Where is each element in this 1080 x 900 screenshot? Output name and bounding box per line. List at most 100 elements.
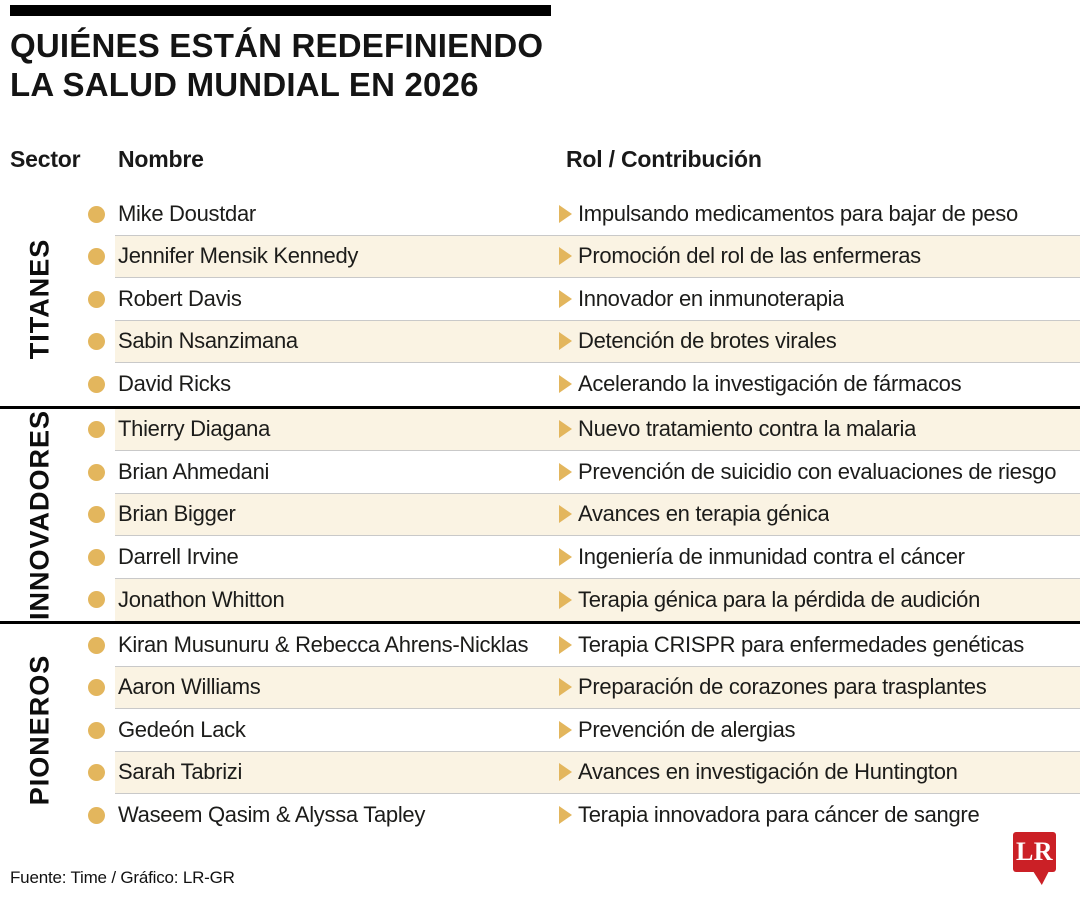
- page-title-line1: QUIÉNES ESTÁN REDEFINIENDO: [10, 27, 544, 64]
- bullet-icon: [88, 591, 105, 609]
- sector-label-pioneros: PIONEROS: [24, 654, 55, 806]
- person-name: Kiran Musunuru & Rebecca Ahrens-Nicklas: [118, 631, 529, 657]
- role-cell: Ingeniería de inmunidad contra el cáncer: [559, 544, 1080, 570]
- role-cell: Avances en terapia génica: [559, 501, 1080, 527]
- bullet-icon: [88, 205, 105, 223]
- section-pioneros: PIONEROS Kiran Musunuru & Rebecca Ahrens…: [0, 621, 1080, 837]
- role-cell: Acelerando la investigación de fármacos: [559, 371, 1080, 397]
- person-name: Darrell Irvine: [118, 543, 239, 569]
- row-band: Thierry Diagana Nuevo tratamiento contra…: [115, 408, 1080, 451]
- person-name: Waseem Qasim & Alyssa Tapley: [118, 802, 426, 828]
- row-band: Darrell Irvine Ingeniería de inmunidad c…: [115, 536, 1080, 579]
- arrow-right-icon: [559, 462, 572, 481]
- row-band: Jonathon Whitton Terapia génica para la …: [115, 578, 1080, 621]
- table-row: Gedeón Lack Prevención de alergias: [88, 709, 1080, 752]
- sector-cell: TITANES: [0, 193, 88, 406]
- section-rows: Kiran Musunuru & Rebecca Ahrens-Nicklas …: [88, 624, 1080, 837]
- row-band: Waseem Qasim & Alyssa Tapley Terapia inn…: [115, 794, 1080, 837]
- table-row: Thierry Diagana Nuevo tratamiento contra…: [88, 408, 1080, 451]
- person-role: Preparación de corazones para trasplante…: [578, 674, 987, 700]
- person-role: Prevención de alergias: [578, 716, 796, 742]
- arrow-right-icon: [559, 763, 572, 782]
- column-headers: Sector Nombre Rol / Contribución: [0, 146, 1080, 176]
- person-name: Thierry Diagana: [118, 416, 271, 442]
- role-cell: Avances en investigación de Huntington: [559, 759, 1080, 785]
- row-band: Sabin Nsanzimana Detención de brotes vir…: [115, 320, 1080, 363]
- table-row: Waseem Qasim & Alyssa Tapley Terapia inn…: [88, 794, 1080, 837]
- bullet-icon: [88, 463, 105, 481]
- bullet-icon: [88, 806, 105, 824]
- bullet-icon: [88, 506, 105, 524]
- lr-logo: LR: [1013, 832, 1056, 872]
- row-band: Robert Davis Innovador en inmunoterapia: [115, 278, 1080, 321]
- person-role: Promoción del rol de las enfermeras: [578, 243, 921, 269]
- person-name: Robert Davis: [118, 285, 242, 311]
- table-row: Darrell Irvine Ingeniería de inmunidad c…: [88, 536, 1080, 579]
- row-band: Kiran Musunuru & Rebecca Ahrens-Nicklas …: [115, 624, 1080, 667]
- role-cell: Detención de brotes virales: [559, 328, 1080, 354]
- person-role: Detención de brotes virales: [578, 328, 837, 354]
- arrow-right-icon: [559, 806, 572, 825]
- role-cell: Terapia génica para la pérdida de audici…: [559, 587, 1080, 613]
- people-table: TITANES Mike Doustdar Impulsando medicam…: [0, 193, 1080, 837]
- role-cell: Impulsando medicamentos para bajar de pe…: [559, 201, 1080, 227]
- person-role: Nuevo tratamiento contra la malaria: [578, 416, 916, 442]
- table-row: Jennifer Mensik Kennedy Promoción del ro…: [88, 235, 1080, 278]
- page-title-line2: LA SALUD MUNDIAL EN 2026: [10, 66, 479, 103]
- arrow-right-icon: [559, 247, 572, 266]
- row-band: Brian Ahmedani Prevención de suicidio co…: [115, 451, 1080, 494]
- bullet-icon: [88, 721, 105, 739]
- role-cell: Terapia CRISPR para enfermedades genétic…: [559, 632, 1080, 658]
- bullet-icon: [88, 333, 105, 351]
- arrow-right-icon: [559, 375, 572, 394]
- person-role: Prevención de suicidio con evaluaciones …: [578, 458, 1057, 484]
- bullet-icon: [88, 548, 105, 566]
- bullet-icon: [88, 248, 105, 266]
- role-cell: Innovador en inmunoterapia: [559, 286, 1080, 312]
- arrow-right-icon: [559, 720, 572, 739]
- table-row: Kiran Musunuru & Rebecca Ahrens-Nicklas …: [88, 624, 1080, 667]
- section-rows: Mike Doustdar Impulsando medicamentos pa…: [88, 193, 1080, 406]
- column-header-nombre: Nombre: [118, 146, 204, 172]
- arrow-right-icon: [559, 547, 572, 566]
- sector-cell: INNOVADORES: [0, 409, 88, 622]
- person-role: Avances en investigación de Huntington: [578, 759, 958, 785]
- table-row: Aaron Williams Preparación de corazones …: [88, 666, 1080, 709]
- arrow-right-icon: [559, 420, 572, 439]
- table-row: Sarah Tabrizi Avances en investigación d…: [88, 751, 1080, 794]
- person-role: Impulsando medicamentos para bajar de pe…: [578, 200, 1018, 226]
- row-band: Aaron Williams Preparación de corazones …: [115, 666, 1080, 709]
- column-header-rol: Rol / Contribución: [566, 146, 762, 172]
- lr-logo-tail-icon: [1033, 871, 1049, 885]
- row-band: Gedeón Lack Prevención de alergias: [115, 709, 1080, 752]
- bullet-icon: [88, 764, 105, 782]
- arrow-right-icon: [559, 332, 572, 351]
- person-role: Terapia innovadora para cáncer de sangre: [578, 802, 980, 828]
- row-band: Jennifer Mensik Kennedy Promoción del ro…: [115, 235, 1080, 278]
- person-name: David Ricks: [118, 371, 231, 397]
- row-band: Brian Bigger Avances en terapia génica: [115, 493, 1080, 536]
- role-cell: Terapia innovadora para cáncer de sangre: [559, 802, 1080, 828]
- source-credit: Fuente: Time / Gráfico: LR-GR: [10, 868, 235, 887]
- table-row: Sabin Nsanzimana Detención de brotes vir…: [88, 320, 1080, 363]
- person-role: Avances en terapia génica: [578, 501, 830, 527]
- table-row: Brian Ahmedani Prevención de suicidio co…: [88, 451, 1080, 494]
- person-name: Jonathon Whitton: [118, 586, 285, 612]
- column-header-sector: Sector: [10, 146, 81, 172]
- bullet-icon: [88, 679, 105, 697]
- sector-cell: PIONEROS: [0, 624, 88, 837]
- row-band: Mike Doustdar Impulsando medicamentos pa…: [115, 193, 1080, 236]
- bullet-icon: [88, 290, 105, 308]
- table-row: Brian Bigger Avances en terapia génica: [88, 493, 1080, 536]
- person-name: Sarah Tabrizi: [118, 759, 243, 785]
- sector-label-titanes: TITANES: [24, 239, 55, 360]
- page-title: QUIÉNES ESTÁN REDEFINIENDO LA SALUD MUND…: [10, 26, 543, 104]
- arrow-right-icon: [559, 678, 572, 697]
- section-titanes: TITANES Mike Doustdar Impulsando medicam…: [0, 193, 1080, 406]
- table-row: Mike Doustdar Impulsando medicamentos pa…: [88, 193, 1080, 236]
- person-name: Brian Bigger: [118, 501, 236, 527]
- person-role: Terapia CRISPR para enfermedades genétic…: [578, 631, 1024, 657]
- title-accent-bar: [10, 5, 551, 16]
- person-name: Brian Ahmedani: [118, 458, 270, 484]
- role-cell: Promoción del rol de las enfermeras: [559, 243, 1080, 269]
